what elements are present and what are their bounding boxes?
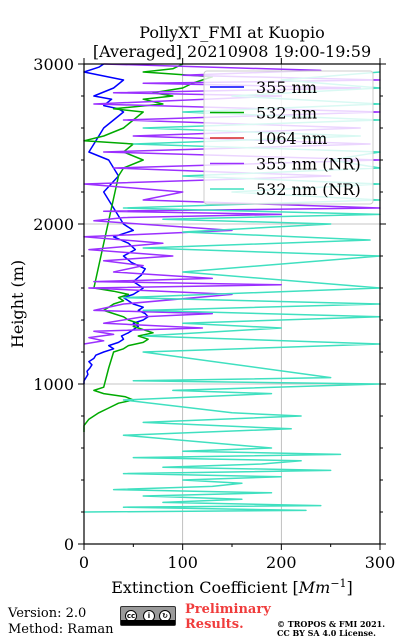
x-axis-label: Extinction Coefficient [Mm−1] <box>111 577 353 597</box>
legend-label-0: 355 nm <box>256 78 317 97</box>
series-line-3 <box>83 63 381 345</box>
series-line-1 <box>83 63 214 432</box>
y-tick-label: 2000 <box>33 215 74 234</box>
legend-label-1: 532 nm <box>256 104 317 123</box>
y-axis-label: Height (m) <box>8 260 27 348</box>
version-label: Version: 2.0 <box>8 606 87 621</box>
legend-label-3: 355 nm (NR) <box>256 155 361 174</box>
x-tick-label: 300 <box>365 553 396 572</box>
cc-icon: cc <box>125 610 137 622</box>
x-tick-label: 100 <box>167 553 198 572</box>
y-tick-label: 1000 <box>33 375 74 394</box>
method-label: Method: Raman <box>8 622 114 637</box>
y-tick-label: 0 <box>64 535 74 554</box>
preliminary-results-notice: Preliminary Results. <box>185 602 271 632</box>
preliminary-line-1: Preliminary <box>185 602 271 617</box>
cc-badge-strip <box>121 620 175 625</box>
copyright-notice: © TROPOS & FMI 2021. CC BY SA 4.0 Licens… <box>277 620 385 638</box>
cc-license-badge[interactable]: cc i ↻ <box>120 606 176 626</box>
chart-subtitle: [Averaged] 20210908 19:00-19:59 <box>93 42 371 61</box>
copyright-line-1: © TROPOS & FMI 2021. <box>277 619 386 629</box>
chart-title: PollyXT_FMI at Kuopio <box>139 23 325 42</box>
legend-box <box>203 70 374 205</box>
chart-legend: 355 nm 532 nm 1064 nm 355 nm (NR) 532 nm (NR… <box>203 70 374 205</box>
legend-label-2: 1064 nm <box>256 129 327 148</box>
preliminary-line-2: Results. <box>185 617 244 632</box>
y-tick-label: 3000 <box>33 55 74 74</box>
legend-label-4: 532 nm (NR) <box>256 180 361 199</box>
x-tick-label: 0 <box>79 553 89 572</box>
x-tick-label: 200 <box>266 553 297 572</box>
copyright-line-2: CC BY SA 4.0 License. <box>277 628 376 638</box>
